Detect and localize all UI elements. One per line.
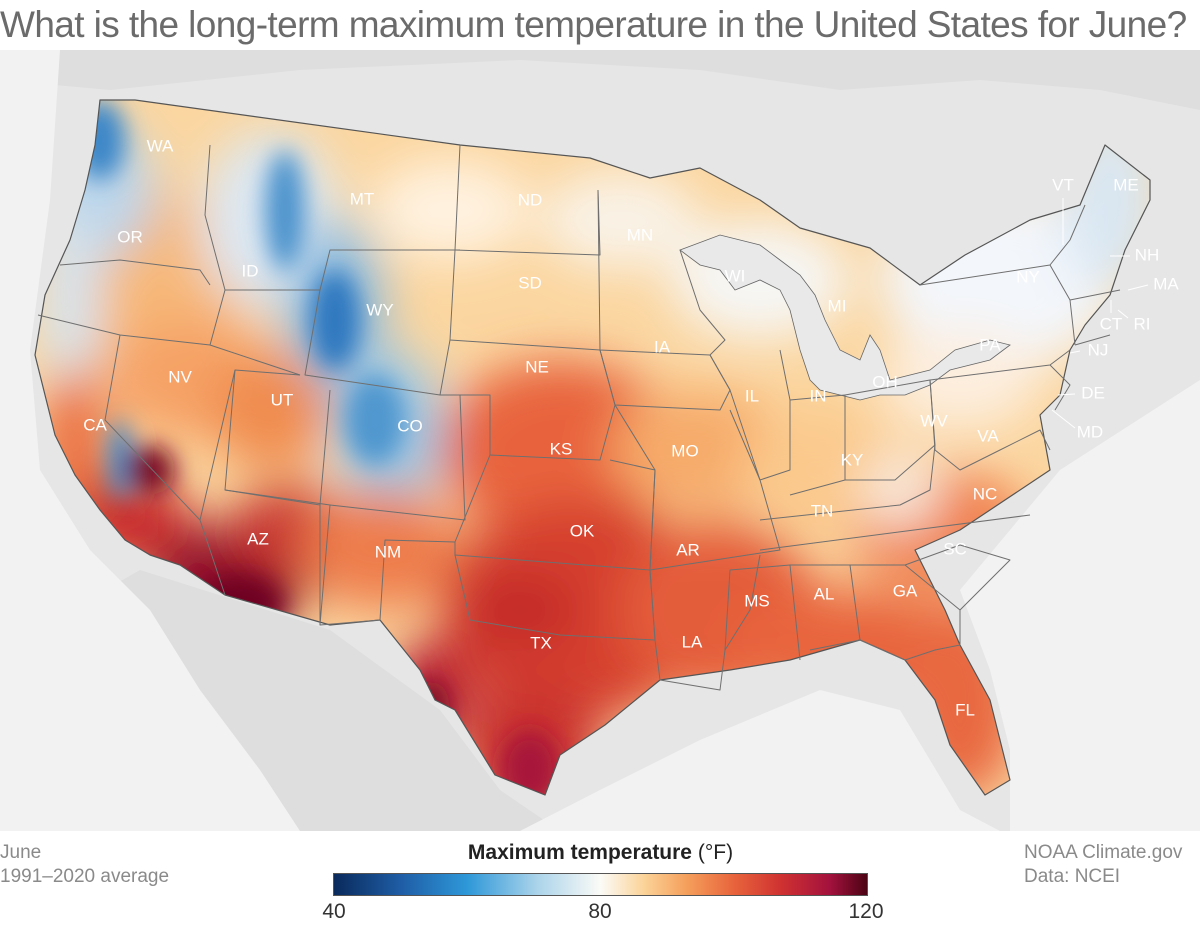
legend-unit: (°F) [697, 841, 734, 864]
state-label-co: CO [397, 416, 423, 435]
state-label-ar: AR [676, 540, 700, 559]
state-label-tn: TN [811, 501, 834, 520]
state-label-az: AZ [247, 529, 269, 548]
legend-tick-mid: 80 [588, 900, 612, 923]
state-label-il: IL [745, 386, 759, 405]
state-label-nv: NV [168, 367, 192, 386]
state-label-ia: IA [654, 337, 671, 356]
credit-info: NOAA Climate.gov Data: NCEI [1024, 841, 1182, 889]
state-labels: WA OR CA ID NV MT WY UT AZ CO NM ND SD N… [83, 136, 1179, 719]
state-label-md: MD [1077, 422, 1103, 441]
state-label-ga: GA [893, 581, 918, 600]
state-label-ri: RI [1134, 314, 1151, 333]
state-label-ca: CA [83, 415, 107, 434]
state-label-wa: WA [147, 136, 174, 155]
state-label-nm: NM [375, 542, 401, 561]
state-label-nd: ND [518, 190, 543, 209]
state-label-de: DE [1081, 383, 1105, 402]
credit-source: NOAA Climate.gov [1024, 842, 1183, 863]
period-range: 1991–2020 average [0, 866, 170, 887]
state-label-nc: NC [973, 484, 998, 503]
legend-title: Maximum temperature (°F) [333, 841, 868, 865]
state-label-or: OR [117, 227, 143, 246]
state-label-ut: UT [271, 390, 294, 409]
legend-color-bar [333, 873, 868, 896]
state-label-nj: NJ [1088, 340, 1109, 359]
state-label-ok: OK [570, 521, 595, 540]
state-label-ma: MA [1153, 274, 1179, 293]
state-label-wv: WV [920, 411, 948, 430]
footer: June 1991–2020 average Maximum temperatu… [0, 831, 1200, 931]
state-label-oh: OH [872, 372, 898, 391]
state-label-ny: NY [1016, 267, 1040, 286]
page-title: What is the long-term maximum temperatur… [0, 4, 1187, 45]
state-label-nh: NH [1135, 245, 1160, 264]
state-label-ms: MS [744, 591, 770, 610]
state-label-fl: FL [955, 700, 975, 719]
state-borders [34, 99, 1151, 796]
state-label-la: LA [682, 632, 703, 651]
legend-tick-min: 40 [322, 900, 346, 923]
state-label-mt: MT [350, 189, 375, 208]
state-label-tx: TX [530, 633, 552, 652]
state-label-va: VA [977, 426, 999, 445]
state-label-me: ME [1113, 175, 1139, 194]
temperature-map: WA OR CA ID NV MT WY UT AZ CO NM ND SD N… [0, 50, 1200, 831]
state-label-mo: MO [671, 441, 698, 460]
period-month: June [0, 842, 42, 863]
state-label-ne: NE [525, 357, 549, 376]
state-label-ks: KS [550, 439, 573, 458]
great-lakes [679, 234, 1011, 401]
state-label-ky: KY [841, 450, 864, 469]
state-label-ct: CT [1100, 314, 1123, 333]
state-label-sc: SC [943, 539, 967, 558]
legend-label: Maximum temperature [467, 841, 692, 864]
label-leader-lines [1051, 198, 1149, 429]
state-label-pa: PA [979, 335, 1001, 354]
state-label-al: AL [814, 584, 835, 603]
state-label-id: ID [242, 261, 259, 280]
state-label-wy: WY [366, 300, 393, 319]
legend-tick-max: 120 [848, 900, 884, 923]
credit-data: Data: NCEI [1024, 866, 1121, 887]
state-label-mn: MN [627, 225, 653, 244]
period-info: June 1991–2020 average [0, 841, 169, 889]
state-label-wi: WI [725, 266, 746, 285]
us-map-svg: WA OR CA ID NV MT WY UT AZ CO NM ND SD N… [0, 50, 1200, 831]
state-label-in: IN [810, 386, 827, 405]
state-label-mi: MI [828, 296, 847, 315]
state-label-sd: SD [518, 273, 542, 292]
state-label-vt: VT [1052, 175, 1074, 194]
